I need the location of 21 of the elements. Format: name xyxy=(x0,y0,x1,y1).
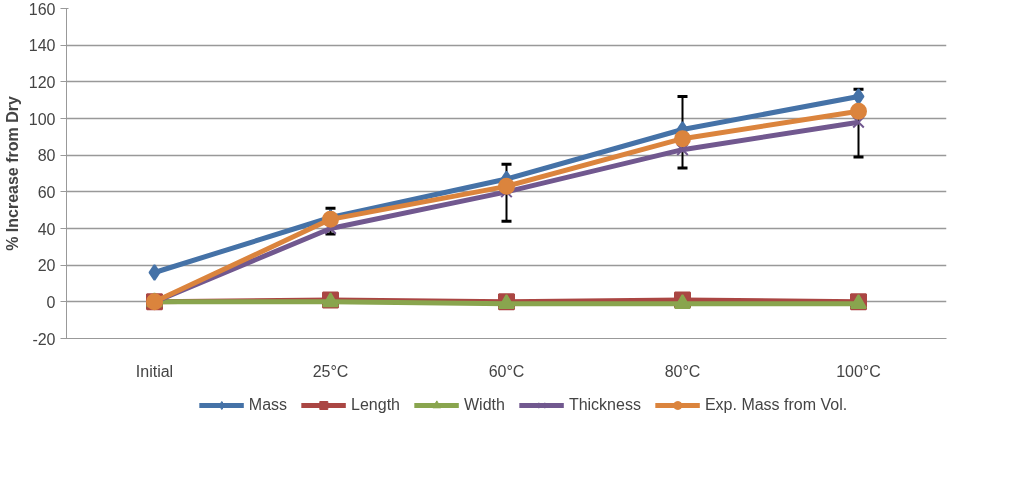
y-tick-label: 100 xyxy=(28,110,56,128)
x-tick-label: 80°C xyxy=(664,362,701,380)
legend-label: Width xyxy=(463,395,505,414)
legend-label: Thickness xyxy=(568,395,641,414)
x-tick-label: Initial xyxy=(135,362,174,380)
y-tick-label: 140 xyxy=(28,37,56,55)
x-tick-label: 25°C xyxy=(312,362,349,380)
y-tick-label: 0 xyxy=(46,293,56,311)
y-tick-label: -20 xyxy=(32,330,56,348)
y-tick-label: 160 xyxy=(28,0,56,18)
x-tick-label: 60°C xyxy=(488,362,525,380)
y-tick-label: 120 xyxy=(28,73,56,91)
y-tick-label: 80 xyxy=(37,147,56,165)
y-tick-label: 20 xyxy=(37,257,56,275)
x-tick-label: 100°C xyxy=(836,362,881,380)
legend-label: Mass xyxy=(248,395,288,414)
legend-label: Exp. Mass from Vol. xyxy=(704,395,848,414)
y-tick-label: 60 xyxy=(37,183,56,201)
y-axis-title: % Increase from Dry xyxy=(3,96,21,251)
legend-label: Length xyxy=(351,395,400,414)
y-tick-label: 40 xyxy=(37,220,56,238)
